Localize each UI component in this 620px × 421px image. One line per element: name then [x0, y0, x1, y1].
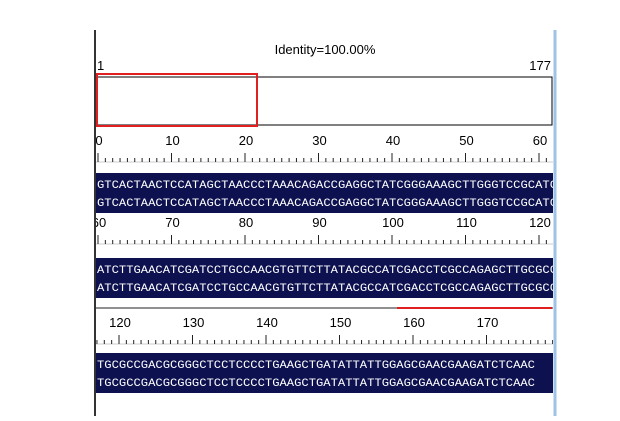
ruler-label: 80 — [239, 215, 253, 230]
alignment-background — [96, 353, 553, 393]
ruler-label: 120 — [109, 315, 131, 330]
alignment-background — [96, 258, 553, 298]
ruler-label: 150 — [330, 315, 352, 330]
ruler-label: 130 — [183, 315, 205, 330]
identity-title: Identity=100.00% — [275, 42, 376, 57]
sequence-query: GTCACTAACTCCATAGCTAACCCTAAACAGACCGAGGCTA… — [97, 180, 557, 192]
ruler-label: 110 — [456, 215, 477, 230]
alignment-background — [96, 173, 553, 213]
range-start: 1 — [97, 58, 104, 73]
ruler-label: 60 — [92, 215, 106, 230]
sequence-subject: ATCTTGAACATCGATCCTGCCAACGTGTTCTTATACGCCA… — [97, 283, 557, 295]
ruler-label: 70 — [165, 215, 179, 230]
ruler-label: 160 — [403, 315, 425, 330]
ruler-label: 50 — [459, 133, 473, 148]
ruler-label: 140 — [256, 315, 278, 330]
overview-box — [96, 76, 553, 126]
ruler-label: 170 — [477, 315, 499, 330]
content: 0 10 20 30 40 50 60 60 70 80 90 100 110 120 120 130 140 1… — [92, 133, 557, 393]
ruler-label: 60 — [533, 133, 547, 148]
ruler-label: 120 — [529, 215, 551, 230]
ruler-label: 20 — [239, 133, 253, 148]
ruler-label: 0 — [95, 133, 102, 148]
range-end: 177 — [529, 58, 551, 73]
ruler-label: 90 — [312, 215, 326, 230]
sequence-query: ATCTTGAACATCGATCCTGCCAACGTGTTCTTATACGCCA… — [97, 265, 557, 277]
sequence-subject: TGCGCCGACGCGGGCTCCTCCCCTGAAGCTGATATTATTG… — [97, 378, 535, 390]
ruler-label: 40 — [386, 133, 400, 148]
sequence-query: TGCGCCGACGCGGGCTCCTCCCCTGAAGCTGATATTATTG… — [97, 360, 535, 372]
selection-box — [96, 73, 258, 127]
ruler-label: 10 — [165, 133, 179, 148]
ruler-label: 30 — [312, 133, 326, 148]
ruler-label: 100 — [382, 215, 404, 230]
sequence-subject: GTCACTAACTCCATAGCTAACCCTAAACAGACCGAGGCTA… — [97, 198, 557, 210]
